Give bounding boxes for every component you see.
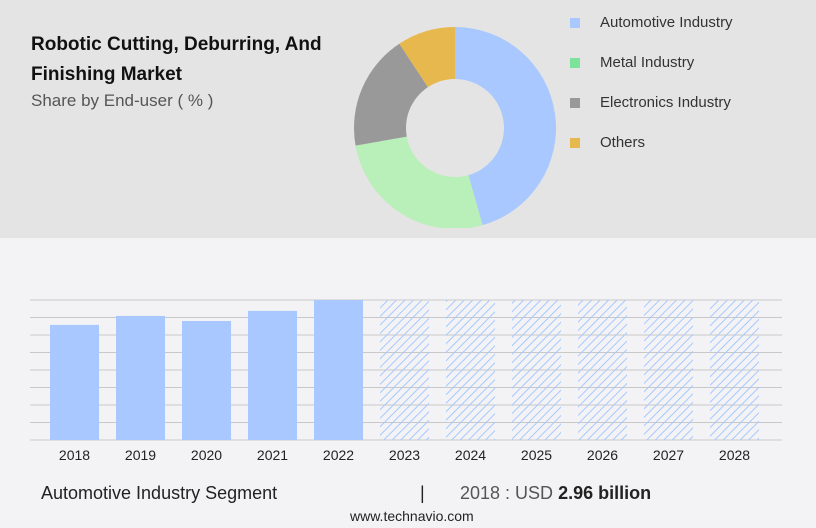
x-tick-label: 2025 xyxy=(521,447,552,463)
bar-2020 xyxy=(182,321,231,440)
legend-swatch xyxy=(570,137,580,148)
legend-label: Automotive Industry xyxy=(600,14,733,31)
legend-item: Metal Industry xyxy=(570,54,694,71)
forecast-bar-2024 xyxy=(446,300,495,440)
year-label: 2018 : USD xyxy=(460,483,554,503)
x-tick-label: 2028 xyxy=(719,447,750,463)
x-tick-label: 2022 xyxy=(323,447,354,463)
x-tick-label: 2020 xyxy=(191,447,222,463)
legend-item: Automotive Industry xyxy=(570,14,733,31)
legend-swatch xyxy=(570,17,580,28)
x-tick-label: 2021 xyxy=(257,447,288,463)
legend-label: Electronics Industry xyxy=(600,94,731,111)
chart-title: Robotic Cutting, Deburring, And Finishin… xyxy=(31,34,322,85)
bar-2022 xyxy=(314,300,363,440)
forecast-bar-2026 xyxy=(578,300,627,440)
bar-2021 xyxy=(248,310,297,440)
x-tick-label: 2019 xyxy=(125,447,156,463)
forecast-bar-2023 xyxy=(380,300,429,440)
x-tick-label: 2024 xyxy=(455,447,486,463)
x-tick-label: 2018 xyxy=(59,447,90,463)
legend-swatch xyxy=(570,97,580,108)
x-tick-label: 2023 xyxy=(389,447,420,463)
legend-label: Others xyxy=(600,134,646,151)
segment-value: 2.96 billion xyxy=(558,483,652,503)
forecast-bar-2025 xyxy=(512,300,561,440)
chart-subtitle: Share by End-user ( % ) xyxy=(31,91,214,110)
segment-label: Automotive Industry Segment xyxy=(41,483,278,503)
bar-2018 xyxy=(50,324,99,440)
x-tick-label: 2026 xyxy=(587,447,618,463)
legend-item: Others xyxy=(570,134,645,151)
legend-item: Electronics Industry xyxy=(570,94,731,111)
legend-label: Metal Industry xyxy=(600,54,695,71)
forecast-bar-2027 xyxy=(644,300,693,440)
x-tick-label: 2027 xyxy=(653,447,684,463)
legend-swatch xyxy=(570,57,580,68)
separator: | xyxy=(420,483,425,503)
bar-2019 xyxy=(116,315,165,440)
forecast-bar-2028 xyxy=(710,300,759,440)
site-url: www.technavio.com xyxy=(350,508,474,524)
